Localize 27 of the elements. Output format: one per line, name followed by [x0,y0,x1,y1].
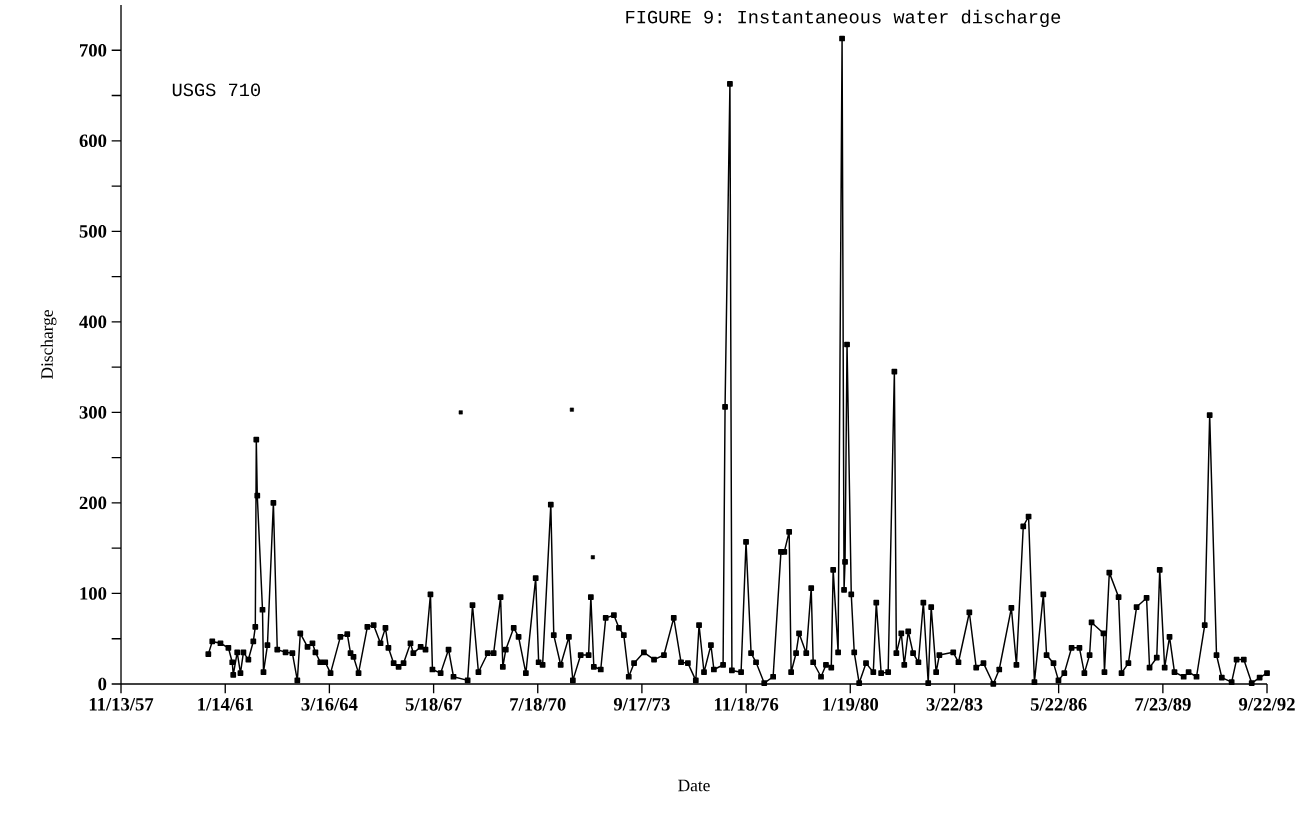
y-axis-title: Discharge [40,310,57,379]
x-tick-label: 11/18/76 [714,698,779,711]
y-tick-label: 300 [79,406,107,419]
y-tick-label: 0 [98,677,107,691]
point [458,410,463,415]
y-tick-label: 400 [79,315,107,329]
x-tick-label: 3/16/64 [301,698,358,711]
x-tick-label: 7/23/89 [1135,698,1191,711]
x-tick-label: 5/22/86 [1030,698,1087,711]
x-axis-title: Date [678,779,710,792]
x-tick-label: 9/17/73 [613,698,670,711]
x-tick-label: 9/22/92 [1238,698,1295,711]
x-tick-label: 11/13/57 [89,698,154,711]
point [590,555,595,560]
x-tick-label: 1/14/61 [198,698,253,711]
y-tick-label: 500 [79,225,107,238]
y-tick-label: 700 [80,43,107,57]
chart-title: FIGURE 9: Instantaneous water discharge [626,9,1061,28]
annotation: USGS 710 [172,83,261,97]
x-tick-label: 3/22/83 [926,698,983,711]
x-tick-label: 7/18/70 [510,698,566,711]
x-tick-label: 5/18/67 [405,698,462,711]
y-tick-label: 600 [79,134,107,148]
x-tick-label: 1/19/80 [823,698,879,711]
y-tick-label: 100 [80,587,107,600]
point [569,407,574,412]
y-tick-label: 200 [79,496,107,510]
